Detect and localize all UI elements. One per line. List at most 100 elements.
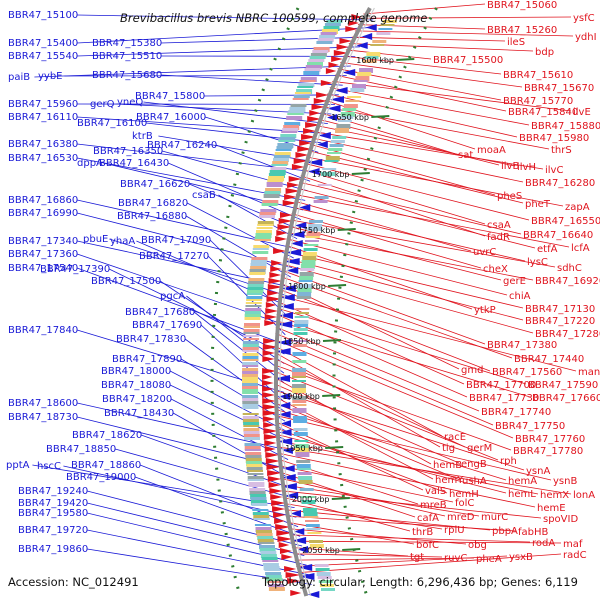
left-gene-label[interactable]: BBR47_16240 <box>147 140 217 151</box>
left-gene-label[interactable]: BBR47_18600 <box>8 398 78 409</box>
right-gene-label[interactable]: racE <box>444 432 466 443</box>
right-gene-label[interactable]: lysC <box>527 257 548 268</box>
right-gene-label[interactable]: BBR47_17660 <box>532 393 600 404</box>
left-gene-label[interactable]: BBR47_16530 <box>8 153 78 164</box>
right-gene-label[interactable]: gerE <box>503 276 526 287</box>
left-gene-label[interactable]: BBR47_18000 <box>101 366 171 377</box>
right-gene-label[interactable]: rodA <box>532 538 555 549</box>
left-gene-label[interactable]: BBR47_15680 <box>92 70 162 81</box>
left-gene-label[interactable]: BBR47_17680 <box>125 307 195 318</box>
right-gene-label[interactable]: thrS <box>551 145 572 156</box>
left-gene-label[interactable]: BBR47_15100 <box>8 10 78 21</box>
left-gene-label[interactable]: BBR47_16000 <box>136 112 206 123</box>
right-gene-label[interactable]: ilvE <box>573 107 591 118</box>
left-gene-label[interactable]: BBR47_15380 <box>92 38 162 49</box>
left-gene-label[interactable]: BBR47_16880 <box>117 211 187 222</box>
right-gene-label[interactable]: sat <box>458 150 473 161</box>
left-gene-label[interactable]: BBR47_15800 <box>135 91 205 102</box>
left-gene-label[interactable]: BBR47_15400 <box>8 38 78 49</box>
right-gene-label[interactable]: BBR47_15500 <box>433 55 503 66</box>
right-gene-label[interactable]: sdhC <box>557 263 582 274</box>
right-gene-label[interactable]: mreD <box>447 512 475 523</box>
left-gene-label[interactable]: csaB <box>192 190 216 201</box>
right-gene-label[interactable]: engB <box>461 459 487 470</box>
left-gene-label[interactable]: BBR47_19860 <box>18 544 88 555</box>
left-gene-label[interactable]: BBR47_16990 <box>8 208 78 219</box>
left-gene-label[interactable]: BBR47_18850 <box>46 444 116 455</box>
right-gene-label[interactable]: ytkP <box>474 305 496 316</box>
right-gene-label[interactable]: BBR47_15770 <box>503 96 573 107</box>
left-gene-label[interactable]: yybE <box>38 71 63 82</box>
right-gene-label[interactable]: tig <box>442 443 455 454</box>
left-gene-label[interactable]: ktrB <box>132 131 153 142</box>
right-gene-label[interactable]: BBR47_17740 <box>481 407 551 418</box>
right-gene-label[interactable]: BBR47_15840 <box>508 107 578 118</box>
left-gene-label[interactable]: BBR47_16620 <box>120 179 190 190</box>
right-gene-label[interactable]: BBR47_15980 <box>519 133 589 144</box>
right-gene-label[interactable]: BBR47_15610 <box>503 70 573 81</box>
right-gene-label[interactable]: BBR47_17560 <box>492 367 562 378</box>
right-gene-label[interactable]: BBR47_17750 <box>495 421 565 432</box>
left-gene-label[interactable]: BBR47_17090 <box>141 235 211 246</box>
right-gene-label[interactable]: lonA <box>573 490 595 501</box>
left-gene-label[interactable]: BBR47_16820 <box>118 198 188 209</box>
left-gene-label[interactable]: BBR47_19720 <box>18 525 88 536</box>
right-gene-label[interactable]: fadR <box>487 232 510 243</box>
right-gene-label[interactable]: gerM <box>467 443 492 454</box>
right-gene-label[interactable]: BBR47_17440 <box>514 354 584 365</box>
left-gene-label[interactable]: BBR47_17540 <box>8 263 78 274</box>
right-gene-label[interactable]: rph <box>500 456 517 467</box>
right-gene-label[interactable]: ysnB <box>553 476 577 487</box>
right-gene-label[interactable]: hemB <box>433 460 462 471</box>
right-gene-label[interactable]: BBR47_16920 <box>535 276 600 287</box>
left-gene-label[interactable]: BBR47_17360 <box>8 249 78 260</box>
left-gene-label[interactable]: gerQ <box>90 99 115 110</box>
right-gene-label[interactable]: cheX <box>483 264 508 275</box>
right-gene-label[interactable]: BBR47_16640 <box>523 230 593 241</box>
right-gene-label[interactable]: thrB <box>412 527 433 538</box>
right-gene-label[interactable]: ydhI <box>575 32 597 43</box>
right-gene-label[interactable]: ilvH <box>517 162 536 173</box>
right-gene-label[interactable]: BBR47_17590 <box>528 380 598 391</box>
right-gene-label[interactable]: BBR47_17220 <box>525 316 595 327</box>
right-gene-label[interactable]: fabHB <box>518 527 549 538</box>
left-gene-label[interactable]: BBR47_19240 <box>18 486 88 497</box>
right-gene-label[interactable]: lcfA <box>571 243 590 254</box>
right-gene-label[interactable]: murC <box>481 512 508 523</box>
right-gene-label[interactable]: ushA <box>462 476 487 487</box>
right-gene-label[interactable]: ilvC <box>545 165 563 176</box>
right-gene-label[interactable]: hemH <box>449 489 479 500</box>
left-gene-label[interactable]: yhaA <box>110 236 135 247</box>
right-gene-label[interactable]: hemL <box>508 489 536 500</box>
left-gene-label[interactable]: BBR47_17690 <box>132 320 202 331</box>
right-gene-label[interactable]: hemE <box>537 503 566 514</box>
right-gene-label[interactable]: BBR47_15060 <box>487 0 557 11</box>
left-gene-label[interactable]: BBR47_18860 <box>71 460 141 471</box>
right-gene-label[interactable]: BBR47_17700 <box>466 380 536 391</box>
right-gene-label[interactable]: BBR47_17280 <box>535 329 600 340</box>
right-gene-label[interactable]: ruvC <box>444 553 467 564</box>
left-gene-label[interactable]: BBR47_16380 <box>8 139 78 150</box>
left-gene-label[interactable]: BBR47_17270 <box>139 251 209 262</box>
left-gene-label[interactable]: BBR47_17340 <box>8 236 78 247</box>
right-gene-label[interactable]: BBR47_15880 <box>531 121 600 132</box>
left-gene-label[interactable]: dppA <box>77 158 103 169</box>
right-gene-label[interactable]: BBR47_16550 <box>531 216 600 227</box>
right-gene-label[interactable]: BBR47_16280 <box>525 178 595 189</box>
left-gene-label[interactable]: BBR47_16110 <box>8 112 78 123</box>
right-gene-label[interactable]: cafA <box>417 513 439 524</box>
right-gene-label[interactable]: mreB <box>420 500 447 511</box>
left-gene-label[interactable]: BBR47_15510 <box>92 51 162 62</box>
right-gene-label[interactable]: ilvB <box>501 161 519 172</box>
right-gene-label[interactable]: pbpA <box>492 526 518 537</box>
left-gene-label[interactable]: BBR47_19420 <box>18 498 88 509</box>
left-gene-label[interactable]: pptA <box>6 460 30 471</box>
right-gene-label[interactable]: pheS <box>497 191 522 202</box>
right-gene-label[interactable]: gmd <box>461 365 483 376</box>
right-gene-label[interactable]: BBR47_17380 <box>487 340 557 351</box>
right-gene-label[interactable]: bofC <box>416 540 439 551</box>
right-gene-label[interactable]: ysxB <box>509 552 533 563</box>
left-gene-label[interactable]: BBR47_19000 <box>66 472 136 483</box>
right-gene-label[interactable]: moaA <box>477 145 506 156</box>
right-gene-label[interactable]: bdp <box>535 47 554 58</box>
